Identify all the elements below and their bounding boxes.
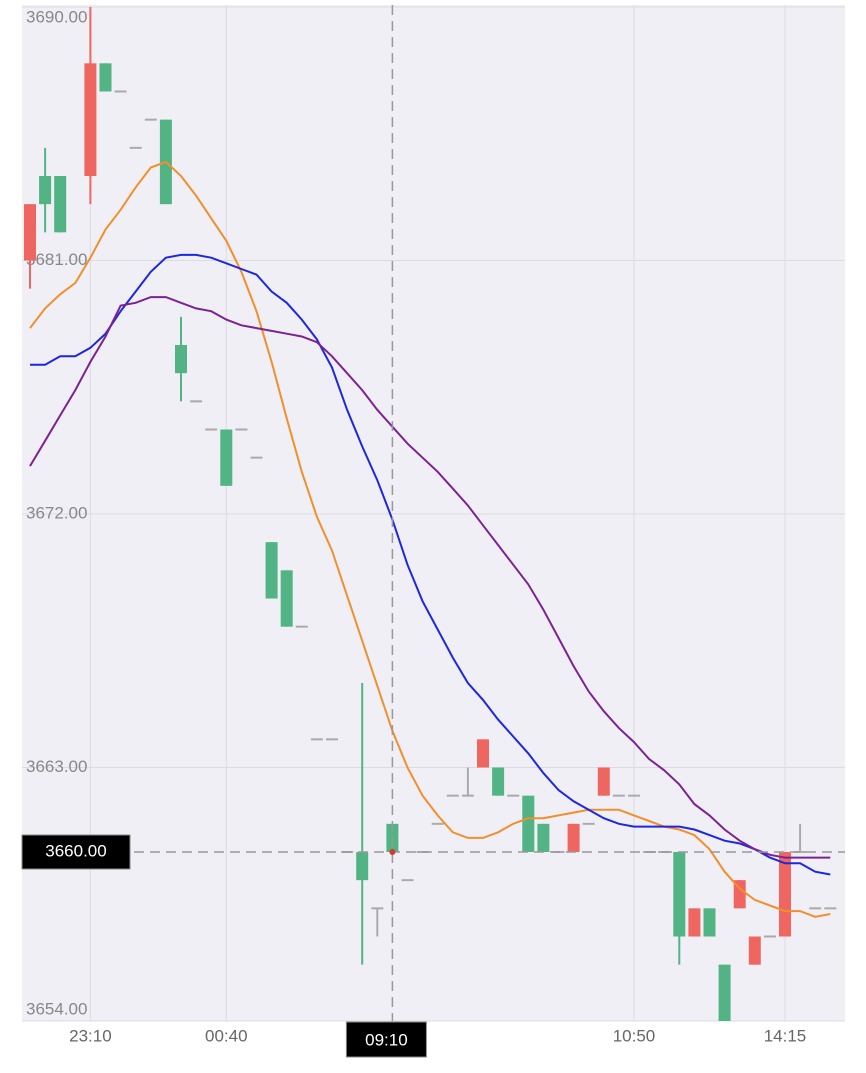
candle-body bbox=[54, 176, 67, 233]
y-tick-label: 3690.00 bbox=[26, 7, 87, 26]
ma-line bbox=[30, 253, 831, 876]
y-tick-label: 3654.00 bbox=[26, 999, 87, 1018]
candle-body bbox=[733, 880, 746, 909]
x-tick-label: 23:10 bbox=[69, 1026, 112, 1045]
ma-line bbox=[29, 160, 831, 918]
candle-body bbox=[492, 767, 505, 796]
candle-body bbox=[477, 739, 489, 768]
crosshair-y-box bbox=[21, 834, 131, 870]
candle-body bbox=[597, 767, 610, 796]
candle-body bbox=[220, 429, 233, 486]
candle-body bbox=[175, 345, 187, 374]
candle-body bbox=[537, 823, 550, 852]
candle-body bbox=[84, 63, 97, 177]
x-tick-label: 00:40 bbox=[205, 1026, 248, 1045]
crosshair-x-label: 09:10 bbox=[365, 1030, 408, 1049]
y-tick-label: 3681.00 bbox=[26, 250, 87, 269]
candle-body bbox=[688, 908, 701, 937]
ma-line bbox=[29, 296, 831, 859]
x-tick-label: 14:15 bbox=[764, 1026, 807, 1045]
candle-body bbox=[703, 908, 716, 937]
candle-body bbox=[39, 176, 52, 205]
candle-body bbox=[522, 795, 535, 852]
candle-body bbox=[748, 936, 761, 965]
crosshair-x-box bbox=[345, 1021, 427, 1058]
candle-body bbox=[24, 204, 36, 261]
candle-body bbox=[280, 570, 293, 627]
candle-body bbox=[356, 852, 369, 881]
crosshair-dot bbox=[389, 849, 396, 855]
candle-body bbox=[99, 63, 112, 92]
candle-body bbox=[718, 964, 731, 1021]
candle-body bbox=[567, 823, 580, 852]
candle-body bbox=[265, 542, 278, 599]
y-tick-label: 3672.00 bbox=[26, 503, 87, 522]
crosshair-y-label: 3660.00 bbox=[45, 841, 106, 860]
candle-body bbox=[779, 852, 791, 937]
candle-body bbox=[673, 852, 686, 937]
x-tick-label: 10:50 bbox=[613, 1026, 656, 1045]
y-tick-label: 3663.00 bbox=[26, 757, 87, 776]
